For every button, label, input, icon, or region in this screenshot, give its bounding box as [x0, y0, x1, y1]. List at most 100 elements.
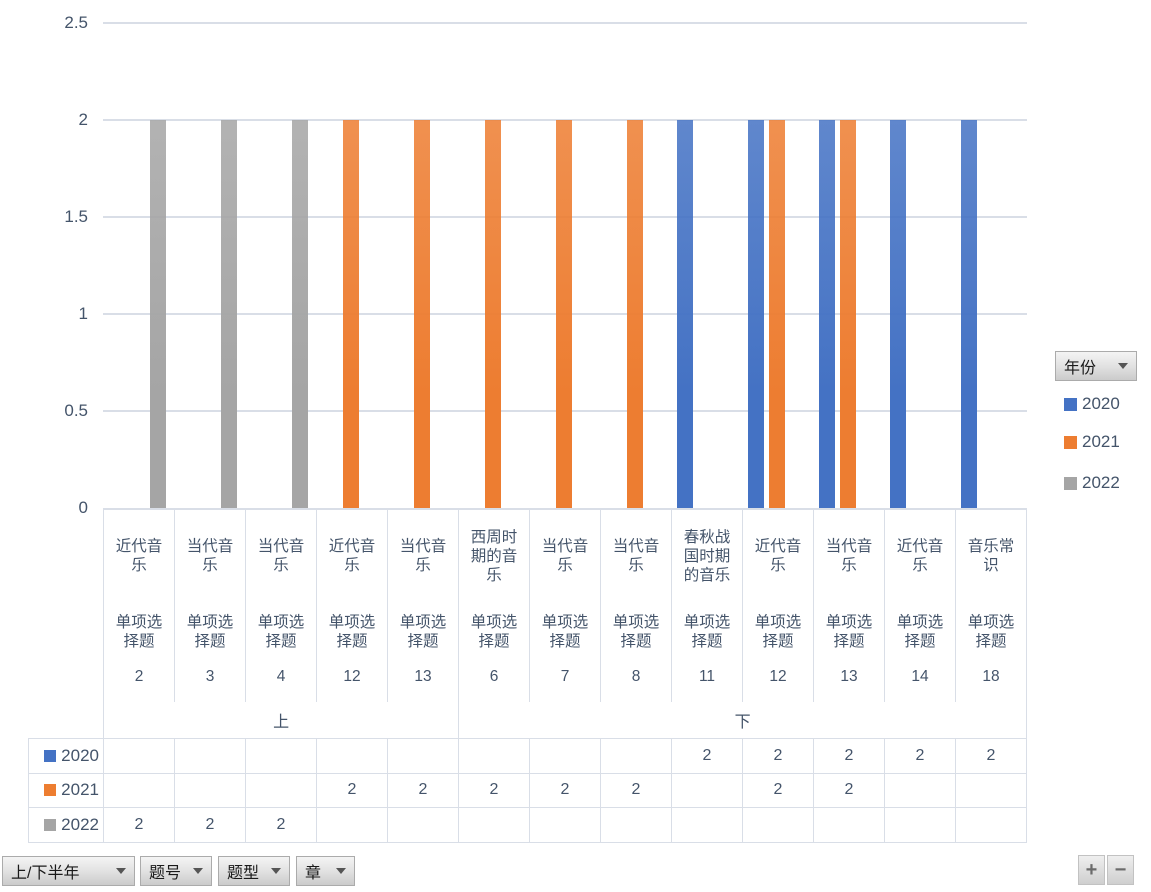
- question-type-label: 单项选择题: [541, 614, 589, 650]
- question-type-label: 单项选择题: [328, 614, 376, 650]
- filter-button-上/下半年[interactable]: 上/下半年: [2, 856, 135, 886]
- table-cell: 2: [601, 773, 672, 809]
- bar-2020-cat13[interactable]: [961, 120, 978, 508]
- legend-field-label: 年份: [1064, 360, 1097, 377]
- category-cell: 当代音乐 单项选择题 7: [530, 510, 601, 702]
- filter-button-label: 上/下半年: [11, 865, 80, 882]
- table-cell: 2: [246, 808, 317, 843]
- table-cell: 2: [175, 808, 246, 843]
- legend-item-2021[interactable]: 2021: [1064, 432, 1120, 451]
- filter-button-章[interactable]: 章: [296, 856, 355, 886]
- table-cell: 2: [459, 773, 530, 809]
- chapter-label: 西周时期的音乐: [470, 528, 518, 584]
- series-swatch-icon: [44, 819, 57, 832]
- category-cell: 当代音乐 单项选择题 13: [814, 510, 885, 702]
- table-cell: [459, 739, 530, 774]
- table-cell: [388, 808, 459, 843]
- filter-button-label: 题型: [227, 865, 260, 882]
- table-cell: [317, 808, 388, 843]
- chevron-down-icon: [271, 868, 281, 874]
- category-cell: 当代音乐 单项选择题 3: [175, 510, 246, 702]
- legend-field-button[interactable]: 年份: [1055, 351, 1137, 381]
- legend-swatch-icon: [1064, 476, 1077, 490]
- bar-2020-cat10[interactable]: [748, 120, 765, 508]
- y-axis-tick-label: 2.5: [64, 13, 88, 32]
- group-label-下: 下: [459, 702, 1027, 738]
- question-number-label: 14: [911, 668, 929, 685]
- chart-data-table: 2020 2 2 2 2 2 2021 2 2 2 2 2 2 2 2022 2 2 2: [28, 738, 1027, 843]
- table-cell: [672, 808, 743, 843]
- filter-button-题号[interactable]: 题号: [140, 856, 212, 886]
- table-cell: [175, 739, 246, 774]
- filter-button-label: 题号: [149, 865, 182, 882]
- category-cell: 春秋战国时期的音乐 单项选择题 11: [672, 510, 743, 702]
- table-row-header-2020: 2020: [29, 739, 104, 774]
- chapter-label: 当代音乐: [399, 538, 447, 574]
- question-type-label: 单项选择题: [470, 614, 518, 650]
- table-cell: [814, 808, 885, 843]
- group-axis: 上下: [103, 702, 1027, 738]
- bar-2020-cat9[interactable]: [677, 120, 694, 508]
- question-type-label: 单项选择题: [967, 614, 1015, 650]
- legend-swatch-icon: [1064, 397, 1077, 411]
- table-cell: 2: [743, 739, 814, 774]
- bar-2021-cat10[interactable]: [769, 120, 785, 508]
- table-row-header-2022: 2022: [29, 808, 104, 843]
- question-type-label: 单项选择题: [754, 614, 802, 650]
- table-cell: 2: [104, 808, 175, 843]
- bar-2021-cat8[interactable]: [626, 120, 643, 508]
- bar-2021-cat4[interactable]: [342, 120, 359, 508]
- category-axis: 近代音乐 单项选择题 2 当代音乐 单项选择题 3 当代音乐 单项选择题 4 近代音乐 单项选择题 1…: [103, 508, 1027, 702]
- legend-item-label: 2021: [1082, 432, 1120, 451]
- question-number-label: 3: [205, 668, 215, 685]
- question-type-label: 单项选择题: [612, 614, 660, 650]
- table-cell: [956, 773, 1027, 809]
- filter-button-题型[interactable]: 题型: [218, 856, 290, 886]
- chapter-label: 近代音乐: [328, 538, 376, 574]
- table-cell: 2: [672, 739, 743, 774]
- category-cell: 西周时期的音乐 单项选择题 6: [459, 510, 530, 702]
- bar-2020-cat11[interactable]: [819, 120, 836, 508]
- table-cell: [459, 808, 530, 843]
- category-cell: 近代音乐单项选择题 12: [317, 510, 388, 702]
- chapter-label: 近代音乐: [896, 538, 944, 574]
- category-cell: 近代音乐 单项选择题 14: [885, 510, 956, 702]
- legend-item-2020[interactable]: 2020: [1064, 394, 1120, 413]
- question-number-label: 8: [631, 668, 641, 685]
- question-number-label: 4: [276, 668, 286, 685]
- question-number-label: 13: [840, 668, 858, 685]
- y-axis-tick-label: 1: [78, 304, 88, 323]
- legend-swatch-icon: [1064, 435, 1077, 449]
- table-cell: [246, 773, 317, 809]
- category-cell: 近代音乐 单项选择题 2: [104, 510, 175, 702]
- bar-2021-cat7[interactable]: [555, 120, 572, 508]
- bar-2021-cat11[interactable]: [840, 120, 857, 508]
- table-row-label: 2020: [61, 745, 99, 765]
- bar-2021-cat5[interactable]: [413, 120, 430, 508]
- expand-field-button[interactable]: +: [1078, 855, 1105, 885]
- table-cell: 2: [530, 773, 601, 809]
- table-cell: [175, 773, 246, 809]
- chapter-label: 当代音乐: [825, 538, 873, 574]
- y-axis-tick-label: 0.5: [64, 401, 88, 420]
- bar-2022-cat2[interactable]: [221, 120, 238, 508]
- chevron-down-icon: [336, 868, 346, 874]
- bar-2022-cat1[interactable]: [150, 120, 167, 508]
- bar-2020-cat12[interactable]: [890, 120, 907, 508]
- bar-2022-cat3[interactable]: [292, 120, 309, 508]
- table-cell: [743, 808, 814, 843]
- gridline: [103, 22, 1027, 24]
- collapse-field-button[interactable]: −: [1107, 855, 1134, 885]
- table-cell: [530, 739, 601, 774]
- bar-2021-cat6[interactable]: [484, 120, 501, 508]
- table-cell: 2: [388, 773, 459, 809]
- table-cell: [885, 773, 956, 809]
- question-type-label: 单项选择题: [186, 614, 234, 650]
- table-cell: [104, 773, 175, 809]
- chapter-label: 音乐常识: [967, 538, 1015, 574]
- chevron-down-icon: [1118, 363, 1128, 369]
- question-number-label: 12: [343, 668, 361, 685]
- table-cell: [672, 773, 743, 809]
- legend-item-2022[interactable]: 2022: [1064, 473, 1120, 492]
